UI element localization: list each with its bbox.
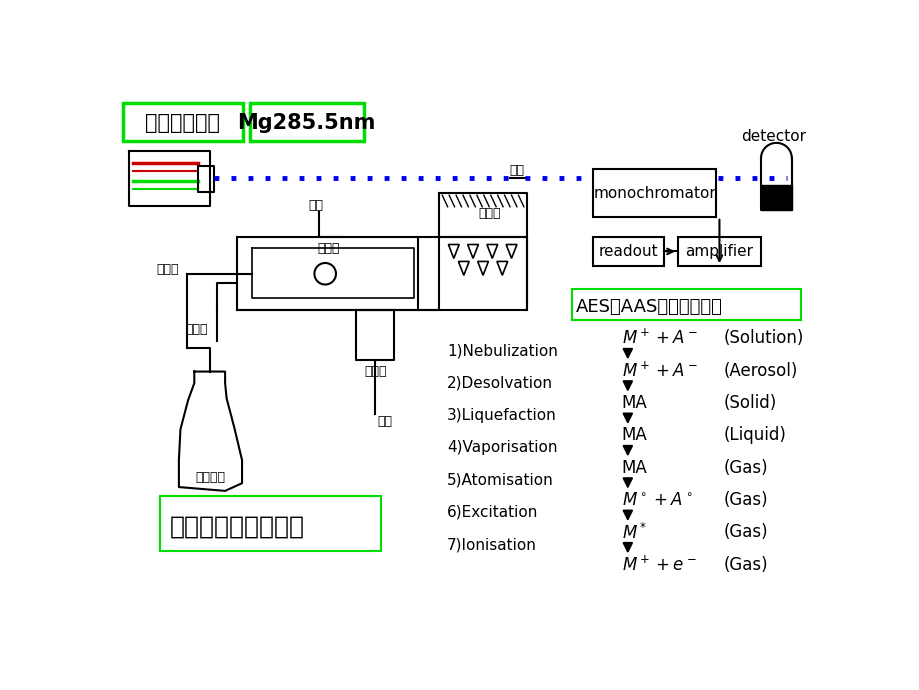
Text: (Solid): (Solid) xyxy=(723,394,777,412)
Text: MA: MA xyxy=(621,394,647,412)
FancyBboxPatch shape xyxy=(160,495,381,551)
Text: 镟空心阴极灯: 镟空心阴极灯 xyxy=(145,113,220,133)
Text: 雾化器: 雾化器 xyxy=(364,365,386,378)
Text: 6)Excitation: 6)Excitation xyxy=(447,505,538,520)
Text: (Gas): (Gas) xyxy=(723,556,768,574)
Text: $M^+ + e^-$: $M^+ + e^-$ xyxy=(621,555,696,575)
Text: $M^+ + A^-$: $M^+ + A^-$ xyxy=(621,329,697,348)
FancyBboxPatch shape xyxy=(249,103,363,141)
FancyBboxPatch shape xyxy=(593,237,664,266)
Text: (Aerosol): (Aerosol) xyxy=(723,362,798,380)
Text: 助燃气: 助燃气 xyxy=(186,323,208,336)
FancyBboxPatch shape xyxy=(677,237,760,266)
Text: Mg285.5nm: Mg285.5nm xyxy=(237,113,376,133)
Text: 2)Desolvation: 2)Desolvation xyxy=(447,375,552,391)
Text: 撞击球: 撞击球 xyxy=(317,242,340,255)
Text: 4)Vaporisation: 4)Vaporisation xyxy=(447,440,557,455)
Text: MA: MA xyxy=(621,426,647,444)
Text: $M^+ + A^-$: $M^+ + A^-$ xyxy=(621,361,697,380)
Text: AES和AAS的分析过程：: AES和AAS的分析过程： xyxy=(575,298,722,316)
Text: 喷雾器: 喷雾器 xyxy=(156,264,178,277)
Text: 原子吸收分析示意图: 原子吸收分析示意图 xyxy=(169,515,304,539)
Text: (Solution): (Solution) xyxy=(723,329,803,348)
Text: 燃烧器: 燃烧器 xyxy=(478,207,500,220)
Text: 3)Liquefaction: 3)Liquefaction xyxy=(447,408,556,423)
Text: readout: readout xyxy=(598,244,658,259)
Text: $M^\circ + A^\circ$: $M^\circ + A^\circ$ xyxy=(621,491,692,509)
Text: 1)Nebulization: 1)Nebulization xyxy=(447,343,557,358)
Text: amplifier: amplifier xyxy=(685,244,753,259)
Text: 火焰: 火焰 xyxy=(509,164,524,177)
Text: (Gas): (Gas) xyxy=(723,459,768,477)
Text: 燃气: 燃气 xyxy=(308,199,323,213)
Text: (Liquid): (Liquid) xyxy=(723,426,786,444)
Text: MA: MA xyxy=(621,459,647,477)
FancyBboxPatch shape xyxy=(123,103,243,141)
Text: 7)Ionisation: 7)Ionisation xyxy=(447,538,536,552)
Text: $M^*$: $M^*$ xyxy=(621,522,646,542)
Text: (Gas): (Gas) xyxy=(723,524,768,542)
Text: 废液: 废液 xyxy=(377,415,392,428)
FancyBboxPatch shape xyxy=(593,169,716,217)
Bar xyxy=(760,185,791,210)
FancyBboxPatch shape xyxy=(571,289,800,320)
Text: monochromator: monochromator xyxy=(593,186,715,201)
Text: (Gas): (Gas) xyxy=(723,491,768,509)
Text: detector: detector xyxy=(740,129,805,144)
Text: 试样溶液: 试样溶液 xyxy=(195,471,225,484)
Text: 5)Atomisation: 5)Atomisation xyxy=(447,473,553,488)
